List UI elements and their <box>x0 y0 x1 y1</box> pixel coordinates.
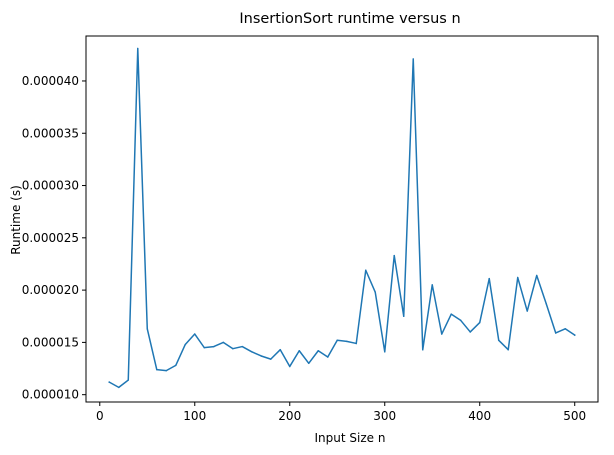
data-point <box>516 276 519 279</box>
data-point <box>545 302 547 305</box>
data-point <box>156 368 158 371</box>
data-point <box>554 332 557 334</box>
data-point <box>203 346 206 349</box>
y-tick-label: 0.000030 <box>22 179 79 193</box>
data-point <box>564 328 566 330</box>
y-tick-label: 0.000020 <box>22 283 79 297</box>
chart-title: InsertionSort runtime versus n <box>239 11 460 27</box>
data-point <box>184 343 187 346</box>
data-point <box>118 386 120 389</box>
y-tick-label: 0.000035 <box>22 126 79 140</box>
y-axis-label: Runtime (s) <box>9 185 23 255</box>
data-point <box>137 47 139 50</box>
data-point <box>535 274 538 277</box>
data-point <box>478 321 481 324</box>
data-point <box>289 365 291 368</box>
data-point <box>222 341 225 344</box>
data-point <box>573 334 576 336</box>
data-point <box>374 291 376 293</box>
x-tick-label: 500 <box>563 409 586 423</box>
data-point <box>365 269 367 271</box>
x-tick-label: 400 <box>468 409 491 423</box>
y-tick-label: 0.000010 <box>22 388 79 402</box>
data-point <box>393 254 395 257</box>
data-point <box>412 58 414 60</box>
data-point <box>317 350 319 352</box>
data-point <box>108 381 111 383</box>
data-point <box>279 348 282 351</box>
data-point <box>146 328 149 330</box>
x-axis-label: Input Size n <box>315 431 386 445</box>
data-point <box>127 379 130 381</box>
data-point <box>355 342 357 345</box>
data-point <box>421 348 424 351</box>
series-layer <box>108 47 576 389</box>
data-point <box>308 362 310 365</box>
data-point <box>450 313 452 315</box>
data-point <box>488 277 490 280</box>
y-tick-label: 0.000040 <box>22 74 79 88</box>
y-tick-label: 0.000025 <box>22 231 79 245</box>
data-point <box>459 319 462 322</box>
data-point <box>526 310 528 312</box>
data-point <box>175 364 177 367</box>
data-point <box>497 339 500 342</box>
data-point <box>440 333 443 335</box>
data-point <box>507 348 509 351</box>
data-point <box>336 339 338 342</box>
x-tick-label: 300 <box>373 409 396 423</box>
data-point <box>298 350 300 352</box>
series-line <box>108 47 576 389</box>
data-point <box>384 351 386 353</box>
y-axis: 0.000010 0.000015 0.000020 0.000025 0.000030… <box>22 74 86 402</box>
data-point <box>270 358 272 360</box>
data-point <box>241 345 244 348</box>
x-axis: 0 100 200 300 400 500 <box>96 402 586 423</box>
x-tick-label: 200 <box>278 409 301 423</box>
data-point <box>402 315 405 317</box>
x-tick-label: 0 <box>96 409 104 423</box>
data-point <box>469 331 471 333</box>
data-point <box>431 284 433 286</box>
y-tick-label: 0.000015 <box>22 335 79 349</box>
data-point <box>251 351 253 353</box>
data-point <box>232 347 234 350</box>
axes-frame <box>85 35 599 403</box>
x-tick-label: 100 <box>183 409 206 423</box>
data-point <box>260 355 263 357</box>
data-point <box>165 369 168 372</box>
data-point <box>194 333 196 335</box>
data-point <box>213 345 215 348</box>
data-point <box>327 356 329 358</box>
data-point <box>346 340 348 343</box>
plot-area <box>85 35 599 403</box>
